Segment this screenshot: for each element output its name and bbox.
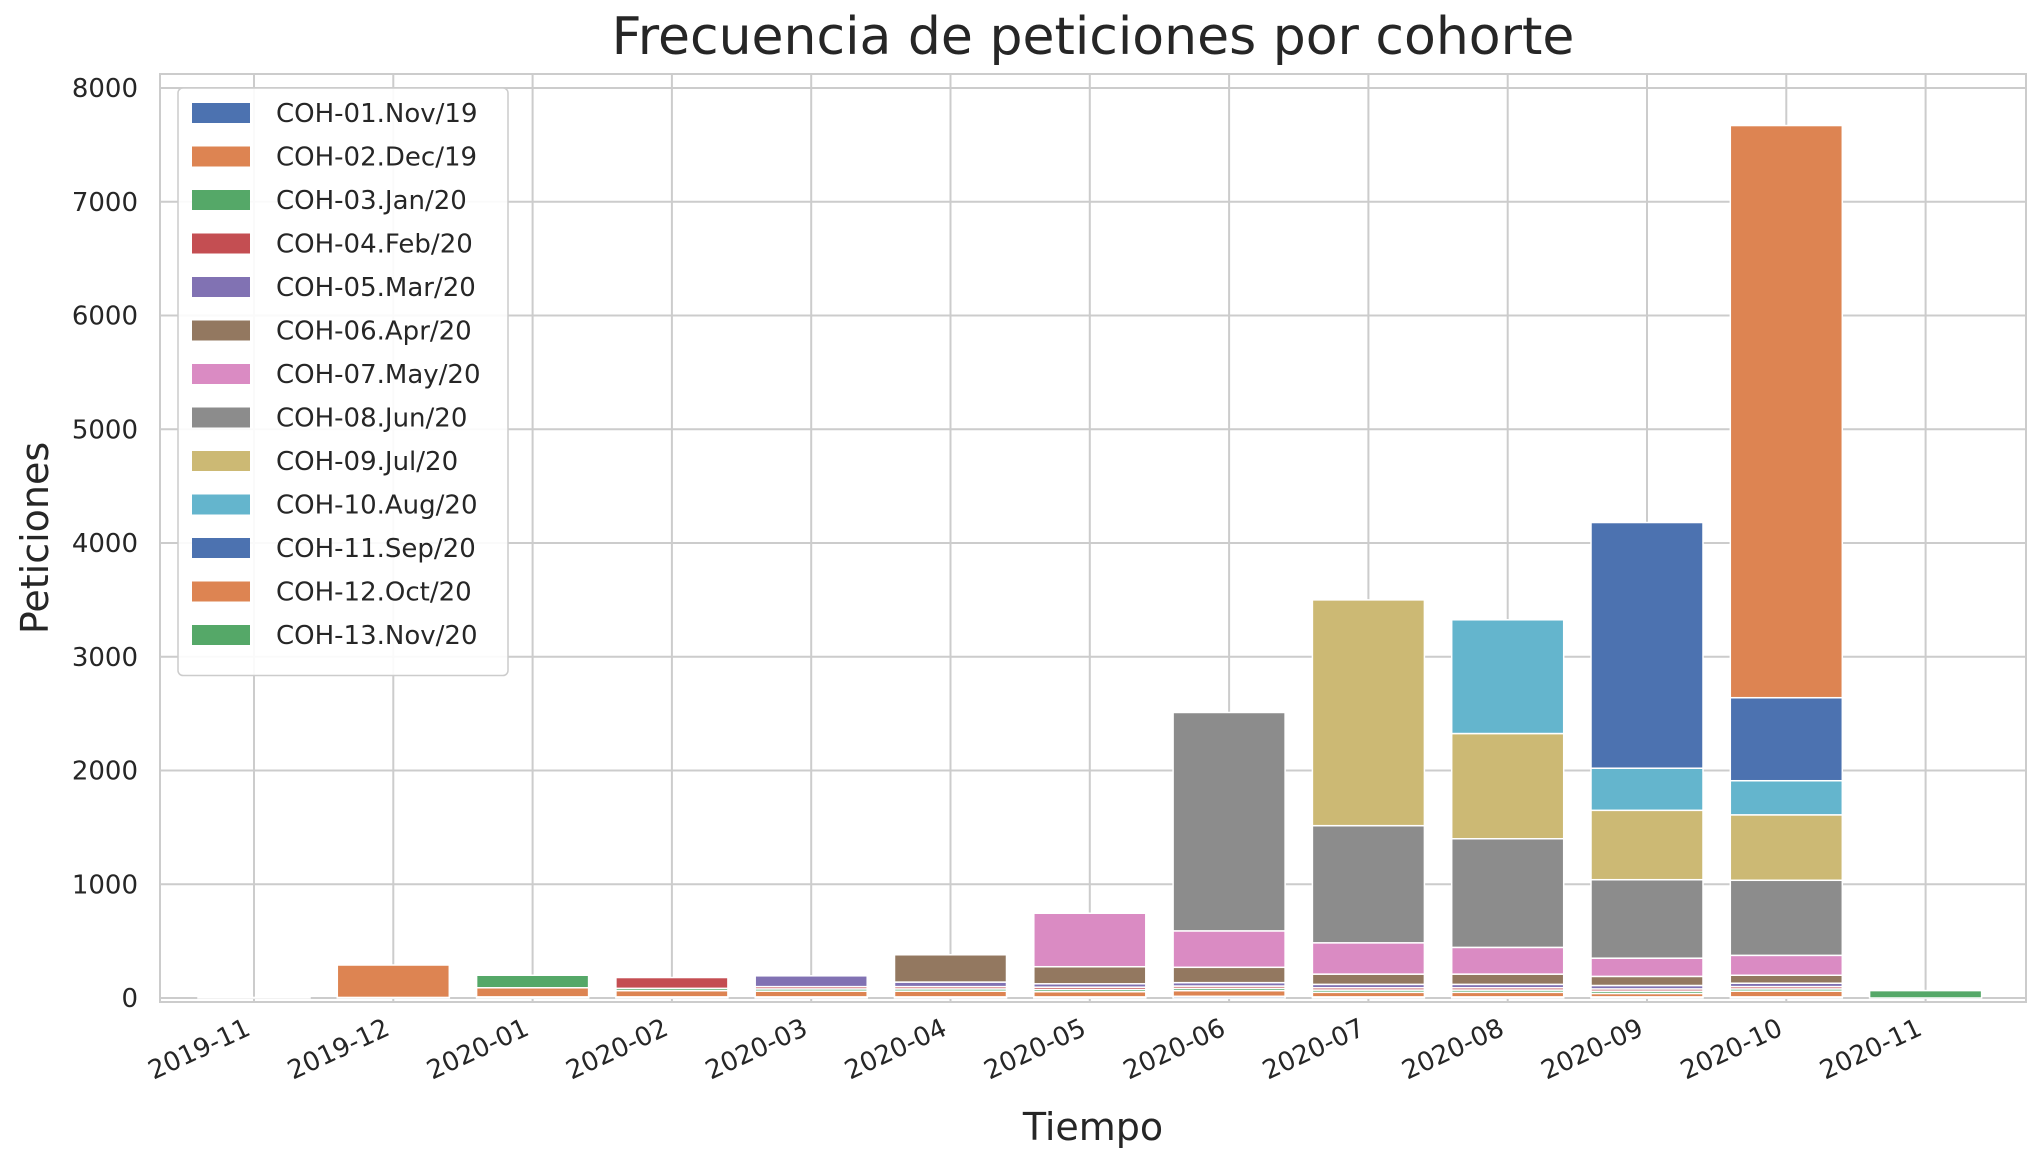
bar-segment [615,976,729,990]
chart-title: Frecuencia de peticiones por cohorte [612,7,1575,67]
legend-label: COH-12.Oct/20 [276,578,472,608]
legend-label: COH-08.Jun/20 [276,404,467,434]
bar-segment [1450,973,1565,986]
bar-segment [1729,954,1844,976]
bar-segment [1729,990,1844,998]
bar-segment [1590,521,1704,769]
bar-segment [1450,619,1565,735]
legend-label: COH-03.Jan/20 [276,186,467,216]
y-tick-label: 5000 [72,415,138,445]
legend-label: COH-11.Sep/20 [276,534,476,564]
legend-swatch [192,407,250,428]
bar-segment [1450,946,1565,975]
legend-swatch [192,581,250,602]
bar-segment [1590,809,1704,881]
bar-segment [1590,975,1704,987]
bar-segment [1311,599,1426,827]
bar-segment [197,996,311,999]
bar-segment [1729,814,1844,882]
legend-swatch [192,538,250,558]
bar-segment [1033,912,1147,968]
legend-swatch [192,146,250,167]
bar-segment [475,987,590,998]
bar-segment [893,990,1008,998]
bar-segment [1729,124,1844,699]
bar-segment [1590,878,1704,959]
bar-segment [1311,824,1426,944]
bar-segment [1729,779,1844,816]
bar-segment [1033,990,1147,998]
bars [197,124,1983,999]
legend-label: COH-10.Aug/20 [276,491,478,521]
y-tick-label: 7000 [72,188,138,218]
bar-segment [1868,989,1983,999]
legend-label: COH-09.Jul/20 [276,447,458,477]
y-tick-label: 6000 [72,302,138,332]
bar-segment [1590,957,1704,978]
bar-segment [1450,838,1565,949]
legend-swatch [192,320,250,341]
bar-segment [1172,711,1286,932]
y-axis-ticks: 0 1000 2000 3000 4000 5000 6000 7000 8000 [72,74,138,1014]
y-tick-label: 8000 [72,74,138,104]
legend: COH-01.Nov/19 COH-02.Dec/19 COH-03.Jan/20 C… [177,87,509,677]
bar-segment [1590,767,1704,812]
y-axis-title: Peticiones [13,442,57,634]
bar-segment [1033,965,1147,985]
legend-swatch [192,625,250,645]
legend-box [177,87,509,677]
legend-label: COH-01.Nov/19 [276,99,478,129]
bar-segment [754,975,868,988]
y-tick-label: 1000 [72,870,138,900]
legend-swatch [192,494,250,515]
legend-label: COH-13.Nov/20 [276,621,478,651]
legend-label: COH-05.Mar/20 [276,273,476,303]
bar-segment [1311,973,1426,986]
y-tick-label: 4000 [72,529,138,559]
legend-swatch [192,277,250,297]
legend-swatch [192,190,250,210]
bar-segment [475,974,590,989]
bar-segment [893,954,1008,983]
legend-swatch [192,233,250,254]
legend-label: COH-02.Dec/19 [276,143,477,173]
legend-swatch [192,364,250,384]
bar-segment [1729,974,1844,984]
bar-segment [1172,930,1286,969]
legend-label: COH-04.Feb/20 [276,230,473,260]
legend-label: COH-07.May/20 [276,360,481,390]
x-axis-title: Tiempo [1022,1105,1163,1149]
bar-segment [1311,942,1426,975]
y-tick-label: 3000 [72,643,138,673]
legend-label: COH-06.Apr/20 [276,317,472,347]
bar-segment [1729,696,1844,782]
bar-segment [1172,989,1286,998]
bar-segment [336,964,451,999]
y-tick-label: 2000 [72,757,138,787]
y-tick-label: 0 [121,984,138,1014]
bar-segment [1450,732,1565,840]
bar-segment [615,989,729,998]
bar-segment [1729,879,1844,957]
legend-swatch [192,451,250,471]
legend-swatch [192,103,250,123]
bar-segment [754,990,868,998]
bar-segment [1172,966,1286,984]
